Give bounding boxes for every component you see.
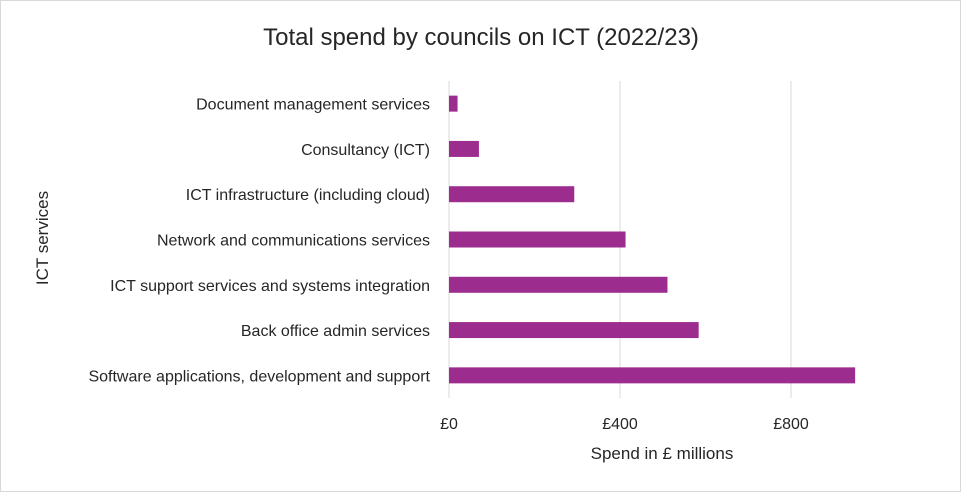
category-label: Back office admin services [241,323,430,340]
x-tick-label: £800 [773,416,809,433]
y-axis-title: ICT services [33,191,52,285]
category-label: ICT infrastructure (including cloud) [186,187,430,204]
bar [449,322,699,339]
category-label: Consultancy (ICT) [301,142,430,159]
category-label: ICT support services and systems integra… [110,278,430,295]
x-tick-label: £400 [602,416,638,433]
x-axis-title: Spend in £ millions [591,444,734,463]
chart-title: Total spend by councils on ICT (2022/23) [263,24,699,51]
x-tick-label: £0 [440,416,458,433]
bar [449,276,668,293]
bar [449,186,575,203]
x-tick-labels: £0 £400 £800 [440,416,809,433]
bar [449,231,626,248]
bar [449,140,479,157]
bars [449,95,856,384]
category-labels: Document management services Consultancy … [88,97,430,386]
category-label: Software applications, development and s… [88,368,430,385]
bar [449,367,856,384]
category-label: Document management services [196,97,430,114]
category-label: Network and communications services [157,233,430,250]
bar [449,95,458,112]
